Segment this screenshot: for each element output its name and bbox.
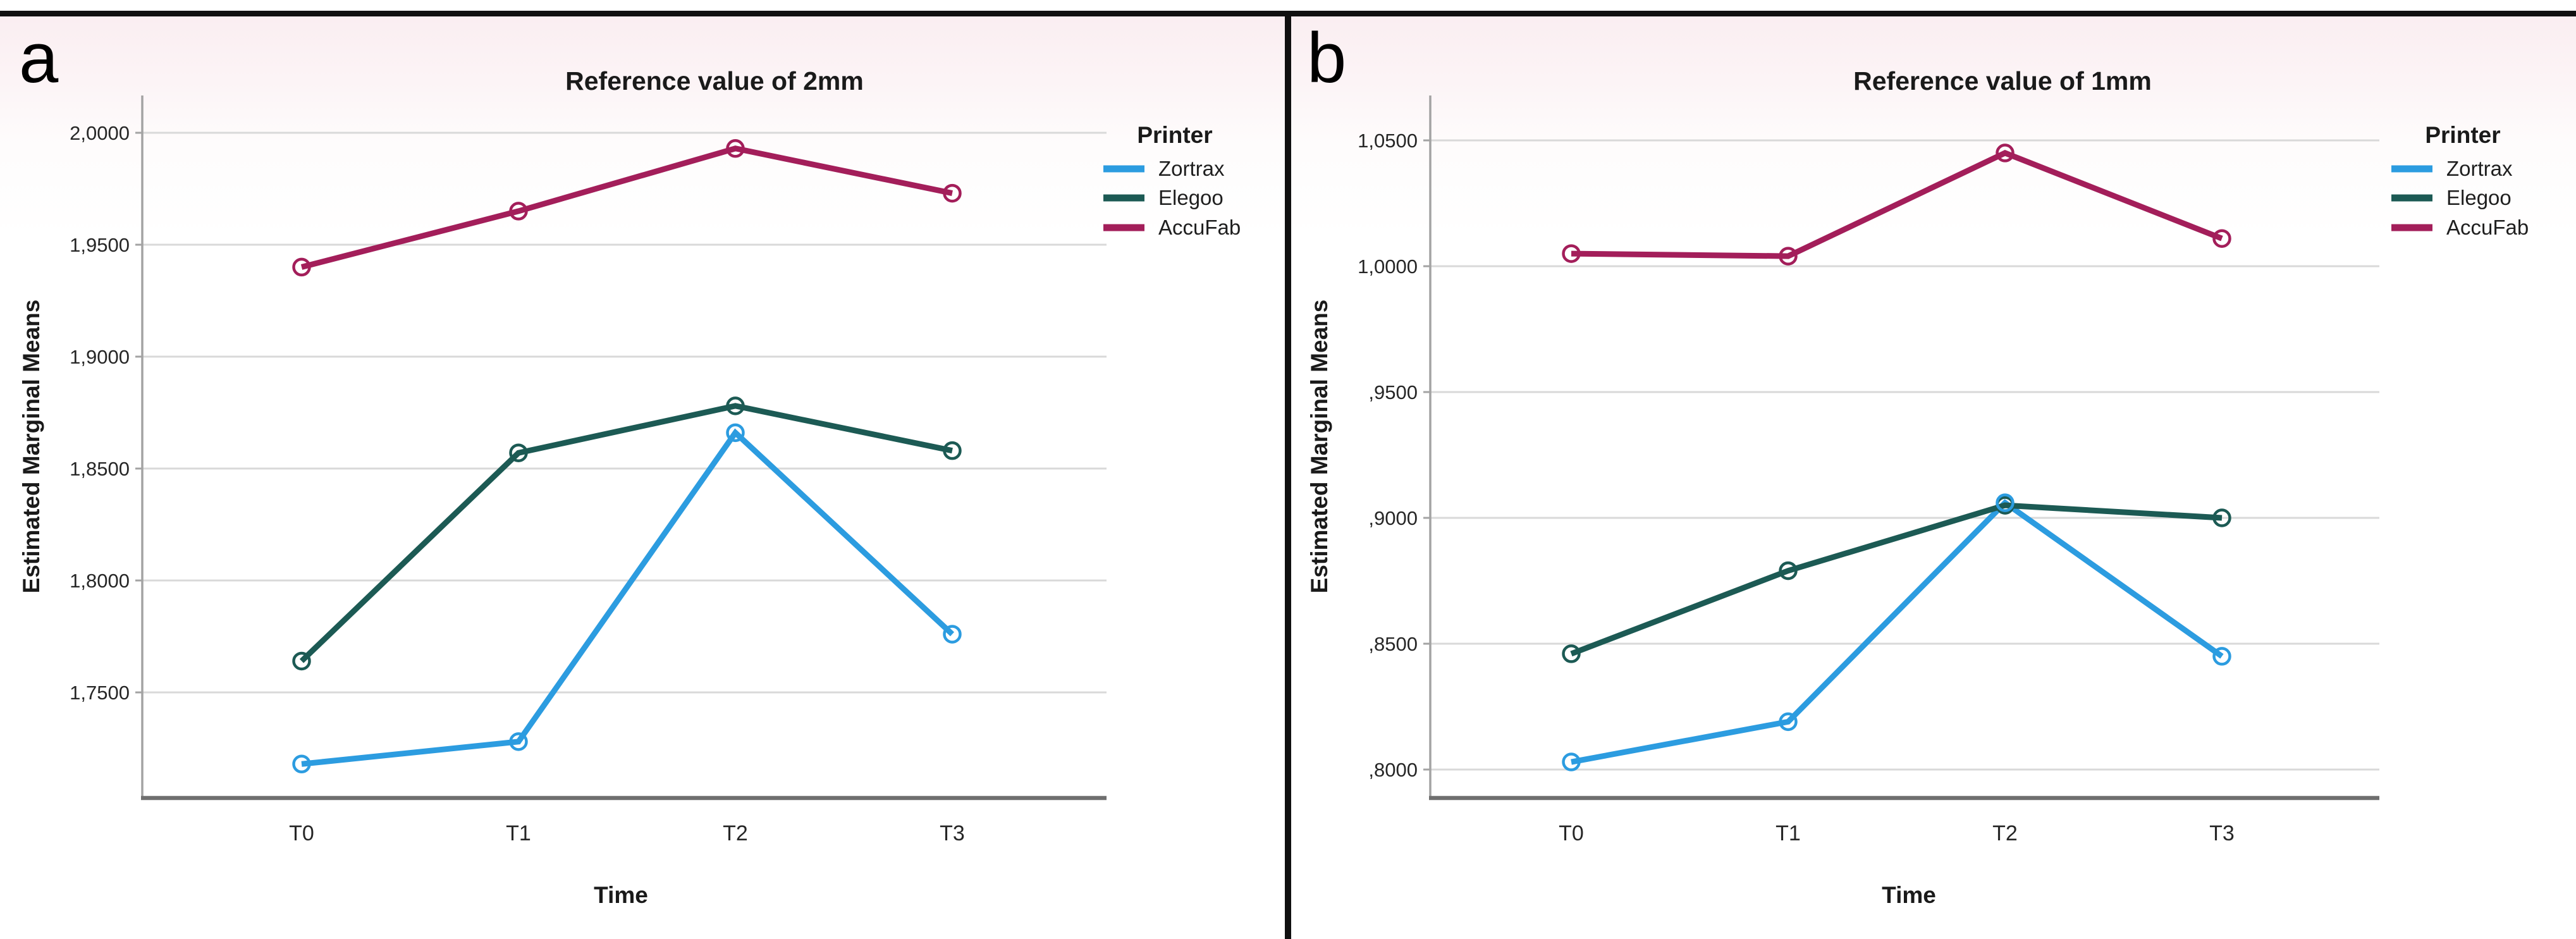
chart-a-plot: 1,7500 1,8000 1,8500 1,9000 1,9500 2,0000 T0 T1… (70, 95, 1107, 845)
data-point-marker-elegoo-t3 (943, 441, 962, 460)
y-tick-label: 1,9500 (70, 234, 130, 256)
chart-b: ,8000 ,8500 ,9000 ,9500 1,0000 1,0500 T0 T1 T2 T3… (1306, 18, 2529, 908)
x-tick-label: T0 (289, 821, 314, 845)
panel-label-b: b (1307, 18, 1346, 97)
x-tick-label: T0 (1559, 821, 1584, 845)
y-tick-label: 1,8500 (70, 458, 130, 480)
chart-a-y-axis-title: Estimated Marginal Means (18, 300, 44, 594)
data-point-marker-elegoo-t0 (1562, 644, 1581, 663)
data-point-marker-zortrax-t3 (2212, 647, 2231, 666)
chart-a-x-axis-title: Time (594, 882, 648, 908)
data-point-marker-elegoo-t2 (726, 396, 745, 415)
legend-label-accufab: AccuFab (1158, 216, 1241, 239)
top-white-strip (0, 0, 2576, 11)
data-point-marker-accufab-t2 (1996, 144, 2015, 163)
legend-label-accufab: AccuFab (2446, 216, 2529, 239)
series-line-accufab (1571, 149, 2223, 259)
y-tick-label: ,8000 (1368, 759, 1418, 781)
data-point-marker-accufab-t1 (509, 202, 528, 221)
y-tick-label: 1,0500 (1358, 130, 1418, 152)
legend-label-elegoo: Elegoo (2446, 186, 2512, 209)
legend-label-elegoo: Elegoo (1158, 186, 1224, 209)
data-point-marker-zortrax-t0 (1562, 752, 1581, 771)
data-point-marker-zortrax-t0 (292, 754, 311, 774)
data-point-marker-elegoo-t0 (292, 651, 311, 671)
panel-divider-line (1285, 16, 1291, 939)
data-point-marker-elegoo-t3 (2212, 508, 2231, 527)
y-tick-label: 1,8000 (70, 570, 130, 592)
x-tick-label: T1 (506, 821, 531, 845)
data-point-marker-elegoo-t1 (1779, 561, 1798, 580)
series-line-zortrax (301, 428, 955, 767)
y-tick-label: ,9000 (1368, 507, 1418, 529)
y-tick-label: ,8500 (1368, 633, 1418, 655)
chart-a-legend-title: Printer (1137, 122, 1212, 148)
x-tick-label: T3 (940, 821, 965, 845)
series-line-accufab (300, 145, 953, 270)
data-point-marker-accufab-t2 (726, 139, 745, 158)
panel-a: 1,7500 1,8000 1,8500 1,9000 1,9500 2,0000 T0 T1… (0, 16, 1288, 939)
y-tick-label: 1,0000 (1358, 255, 1418, 278)
legend-label-zortrax: Zortrax (2446, 157, 2513, 180)
chart-a: 1,7500 1,8000 1,8500 1,9000 1,9500 2,0000 T0 T1… (18, 18, 1241, 908)
panel-label-a: a (19, 18, 59, 97)
data-point-marker-accufab-t1 (1779, 247, 1798, 266)
chart-b-x-axis-title: Time (1882, 882, 1936, 908)
chart-b-plot: ,8000 ,8500 ,9000 ,9500 1,0000 1,0500 T0 T1 T2 T3 (1358, 95, 2379, 845)
data-point-marker-zortrax-t1 (1779, 712, 1798, 732)
data-point-marker-accufab-t0 (292, 257, 311, 277)
x-tick-label: T3 (2209, 821, 2235, 845)
data-point-marker-accufab-t3 (2212, 229, 2231, 248)
series-line-elegoo (299, 403, 953, 663)
x-tick-label: T2 (1992, 821, 2018, 845)
chart-b-y-axis-title: Estimated Marginal Means (1306, 300, 1332, 594)
y-tick-label: 1,7500 (70, 682, 130, 704)
data-point-marker-zortrax-t2 (1996, 493, 2015, 512)
data-point-marker-zortrax-t2 (726, 423, 745, 443)
series-line-zortrax (1571, 499, 2224, 765)
data-point-marker-accufab-t0 (1562, 244, 1581, 263)
x-tick-label: T2 (723, 821, 748, 845)
y-tick-label: 1,9000 (70, 346, 130, 368)
figure-content: 1,7500 1,8000 1,8500 1,9000 1,9500 2,0000 T0 T1… (0, 16, 2576, 939)
y-tick-label: ,9500 (1368, 381, 1418, 403)
panel-b: ,8000 ,8500 ,9000 ,9500 1,0000 1,0500 T0 T1 T2 T3… (1288, 16, 2576, 939)
legend-label-zortrax: Zortrax (1158, 157, 1225, 180)
data-point-marker-zortrax-t1 (509, 732, 528, 751)
chart-b-title: Reference value of 1mm (1853, 66, 2152, 95)
data-point-marker-zortrax-t3 (943, 625, 962, 644)
chart-b-legend-title: Printer (2425, 122, 2500, 148)
data-point-marker-elegoo-t1 (509, 443, 528, 462)
x-tick-label: T1 (1776, 821, 1801, 845)
series-line-elegoo (1570, 502, 2223, 657)
data-point-marker-accufab-t3 (943, 183, 962, 203)
top-border-line (0, 11, 2576, 16)
chart-a-title: Reference value of 2mm (565, 66, 864, 95)
y-tick-label: 2,0000 (70, 122, 130, 144)
